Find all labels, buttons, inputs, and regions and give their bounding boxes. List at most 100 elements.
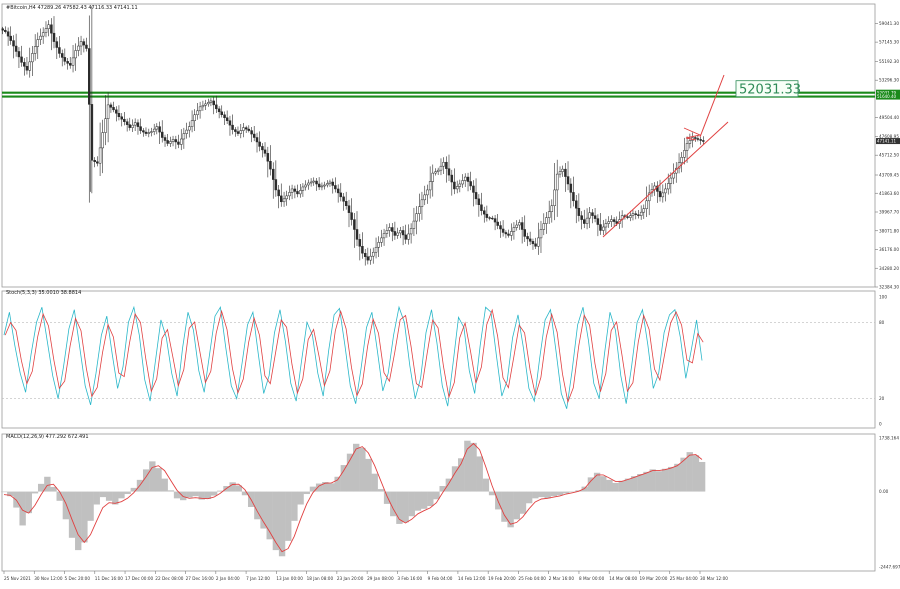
- candle-body: [702, 140, 705, 142]
- candle-body: [204, 103, 207, 106]
- candle-body: [198, 106, 202, 112]
- candle-body: [115, 109, 118, 114]
- x-axis-label: 8 Mar 00:00: [579, 576, 605, 581]
- macd-histogram-bar: [501, 491, 508, 522]
- macd-histogram-bar: [538, 491, 545, 498]
- candle-body: [583, 219, 586, 224]
- candle-body: [391, 227, 394, 232]
- macd-histogram-bar: [439, 486, 446, 492]
- candle-body: [28, 61, 32, 71]
- candle-body: [331, 181, 335, 186]
- candle-body: [9, 35, 12, 41]
- level-price-tag-text: 52031.79: [877, 90, 897, 95]
- candle-body: [342, 196, 345, 202]
- macd-histogram-bar: [390, 491, 397, 517]
- level-price-tag-text: 51640.40: [877, 94, 897, 99]
- candle-body: [271, 168, 275, 180]
- candle-body: [483, 210, 486, 215]
- x-axis-label: 25 Mar 04:00: [670, 576, 698, 581]
- candle-body: [274, 179, 278, 191]
- candle-body: [282, 198, 286, 203]
- macd-histogram-bar: [649, 469, 656, 492]
- x-axis-label: 14 Mar 08:00: [609, 576, 637, 581]
- candle-body: [672, 172, 675, 179]
- candle-body: [188, 126, 191, 131]
- macd-histogram-bar: [241, 491, 249, 496]
- candle-body: [104, 118, 107, 133]
- candle-body: [193, 114, 196, 121]
- candle-body: [31, 53, 34, 63]
- macd-histogram-bar: [198, 491, 205, 500]
- candle-body: [174, 139, 178, 143]
- candle-body: [290, 188, 294, 193]
- candle-body: [109, 104, 113, 108]
- x-axis-label: 25 Nov 2021: [4, 576, 31, 581]
- candle-body: [523, 229, 526, 237]
- macd-histogram-bar: [81, 491, 88, 543]
- macd-histogram-bar: [637, 474, 644, 492]
- candle-body: [317, 183, 321, 188]
- candle-body: [280, 195, 283, 203]
- macd-histogram-bar: [56, 491, 63, 501]
- candle-body: [353, 219, 356, 230]
- candle-body: [14, 45, 18, 52]
- candle-body: [234, 129, 237, 132]
- candles: [1, 6, 705, 266]
- candle-body: [47, 24, 50, 29]
- macd-histogram-bar: [309, 486, 317, 492]
- x-axis: 25 Nov 2021 30 Nov 12:00 5 Dec 20:00 11 Dec…: [3, 571, 728, 581]
- candle-body: [296, 191, 299, 195]
- macd-histogram-bar: [544, 491, 551, 499]
- candle-body: [163, 137, 167, 141]
- candle-body: [588, 212, 591, 219]
- x-axis-label: 9 Feb 04:00: [428, 576, 453, 581]
- candle-body: [215, 104, 218, 110]
- candle-body: [615, 221, 618, 224]
- macd-histogram-bar: [550, 491, 558, 497]
- macd-histogram-bar: [458, 458, 465, 492]
- candle-body: [358, 239, 362, 247]
- candle-body: [599, 224, 602, 231]
- candle-body: [431, 172, 435, 182]
- candle-body: [377, 242, 380, 248]
- candle-body: [407, 233, 410, 240]
- candle-body: [566, 176, 570, 185]
- x-axis-label: 22 Dec 08:00: [155, 576, 183, 581]
- candle-body: [504, 232, 508, 235]
- candle-body: [244, 127, 248, 130]
- candle-body: [41, 32, 45, 37]
- candle-body: [447, 168, 451, 176]
- candle-body: [180, 138, 183, 145]
- candle-body: [647, 192, 651, 202]
- candle-body: [528, 238, 532, 242]
- candle-body: [610, 219, 613, 222]
- stoch-axis-label: 80: [879, 320, 885, 325]
- candle-body: [196, 110, 199, 116]
- candle-body: [461, 180, 464, 185]
- candle-body: [85, 44, 88, 49]
- level-price-tag: [876, 89, 900, 96]
- candle-body: [580, 215, 583, 220]
- candle-body: [20, 56, 23, 63]
- candle-body: [585, 217, 589, 224]
- macd-histogram-bar: [7, 491, 14, 497]
- price-axis-label: 41863.60: [879, 191, 899, 196]
- x-axis-label: 30 Mar 12:00: [700, 576, 728, 581]
- macd-histogram-bar: [482, 478, 490, 492]
- candle-body: [339, 192, 343, 198]
- macd-histogram-bar: [377, 489, 385, 492]
- candle-body: [374, 247, 378, 253]
- candle-body: [312, 180, 315, 183]
- trend-line-support: [602, 121, 729, 238]
- macd-axis-label: 0.00: [879, 489, 889, 494]
- macd-histogram-bar: [420, 491, 428, 509]
- candle-body: [547, 211, 551, 218]
- candle-body: [555, 173, 559, 191]
- candle-body: [285, 195, 288, 200]
- candle-body: [334, 185, 337, 190]
- macd-histogram-bar: [581, 486, 588, 492]
- candle-body: [661, 192, 665, 198]
- macd-histogram-bar: [124, 491, 131, 495]
- candle-body: [472, 185, 475, 193]
